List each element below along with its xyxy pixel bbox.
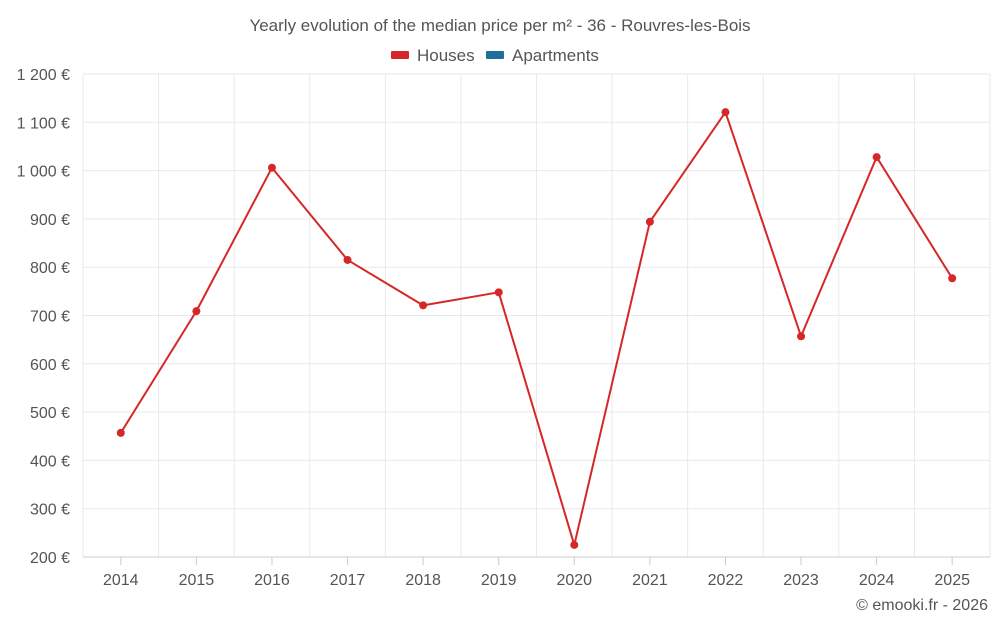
y-tick-label: 900 €: [30, 212, 70, 229]
x-tick-label: 2023: [783, 572, 819, 589]
y-tick-label: 500 €: [30, 405, 70, 422]
y-tick-label: 1 200 €: [17, 67, 70, 84]
legend-item-houses[interactable]: Houses: [391, 46, 475, 65]
legend-swatch-apartments: [486, 51, 504, 59]
series-line-houses: [119, 111, 954, 546]
y-axis: 200 € 300 € 400 € 500 € 600 € 700 € 800 € 900 €…: [17, 67, 70, 567]
y-tick-label: 200 €: [30, 550, 70, 567]
legend-item-apartments[interactable]: Apartments: [486, 46, 599, 65]
y-tick-label: 300 €: [30, 502, 70, 519]
y-tick-label: 1 100 €: [17, 115, 70, 132]
x-tick-label: 2022: [708, 572, 744, 589]
series-houses: [116, 108, 957, 549]
x-tick-label: 2015: [179, 572, 215, 589]
data-point-2018[interactable]: [419, 301, 428, 310]
legend-label-apartments: Apartments: [512, 46, 599, 65]
legend: Houses Apartments: [391, 46, 599, 65]
data-point-2020[interactable]: [570, 540, 579, 549]
credit-text: © emooki.fr - 2026: [856, 597, 988, 614]
data-point-2025[interactable]: [948, 274, 957, 283]
data-point-2014[interactable]: [116, 428, 125, 437]
x-axis: 2014 2015 2016 2017 2018 2019 2020 2021 2022 2023…: [83, 556, 990, 589]
data-point-2022[interactable]: [721, 108, 730, 117]
x-tick-label: 2014: [103, 572, 139, 589]
y-tick-label: 600 €: [30, 357, 70, 374]
y-tick-label: 1 000 €: [17, 164, 70, 181]
x-tick-label: 2016: [254, 572, 290, 589]
legend-swatch-houses: [391, 51, 409, 59]
x-tick-label: 2021: [632, 572, 668, 589]
x-tick-label: 2020: [556, 572, 592, 589]
x-tick-label: 2019: [481, 572, 517, 589]
x-tick-label: 2024: [859, 572, 895, 589]
x-tick-label: 2017: [330, 572, 366, 589]
data-point-2019[interactable]: [494, 288, 503, 297]
chart-title: Yearly evolution of the median price per…: [249, 16, 750, 35]
y-tick-label: 700 €: [30, 309, 70, 326]
legend-label-houses: Houses: [417, 46, 475, 65]
y-tick-label: 400 €: [30, 453, 70, 470]
y-tick-label: 800 €: [30, 260, 70, 277]
data-point-2016[interactable]: [267, 163, 276, 172]
data-point-2017[interactable]: [343, 255, 352, 264]
x-tick-label: 2025: [934, 572, 970, 589]
data-point-2015[interactable]: [192, 307, 201, 316]
data-point-2021[interactable]: [645, 217, 654, 226]
x-tick-label: 2018: [405, 572, 441, 589]
data-point-2024[interactable]: [872, 153, 881, 162]
grid: [82, 73, 991, 557]
data-point-2023[interactable]: [797, 332, 806, 341]
